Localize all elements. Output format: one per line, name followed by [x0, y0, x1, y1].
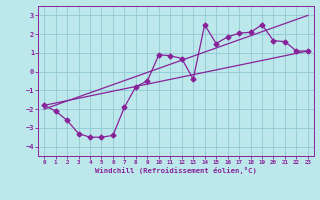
X-axis label: Windchill (Refroidissement éolien,°C): Windchill (Refroidissement éolien,°C) — [95, 167, 257, 174]
